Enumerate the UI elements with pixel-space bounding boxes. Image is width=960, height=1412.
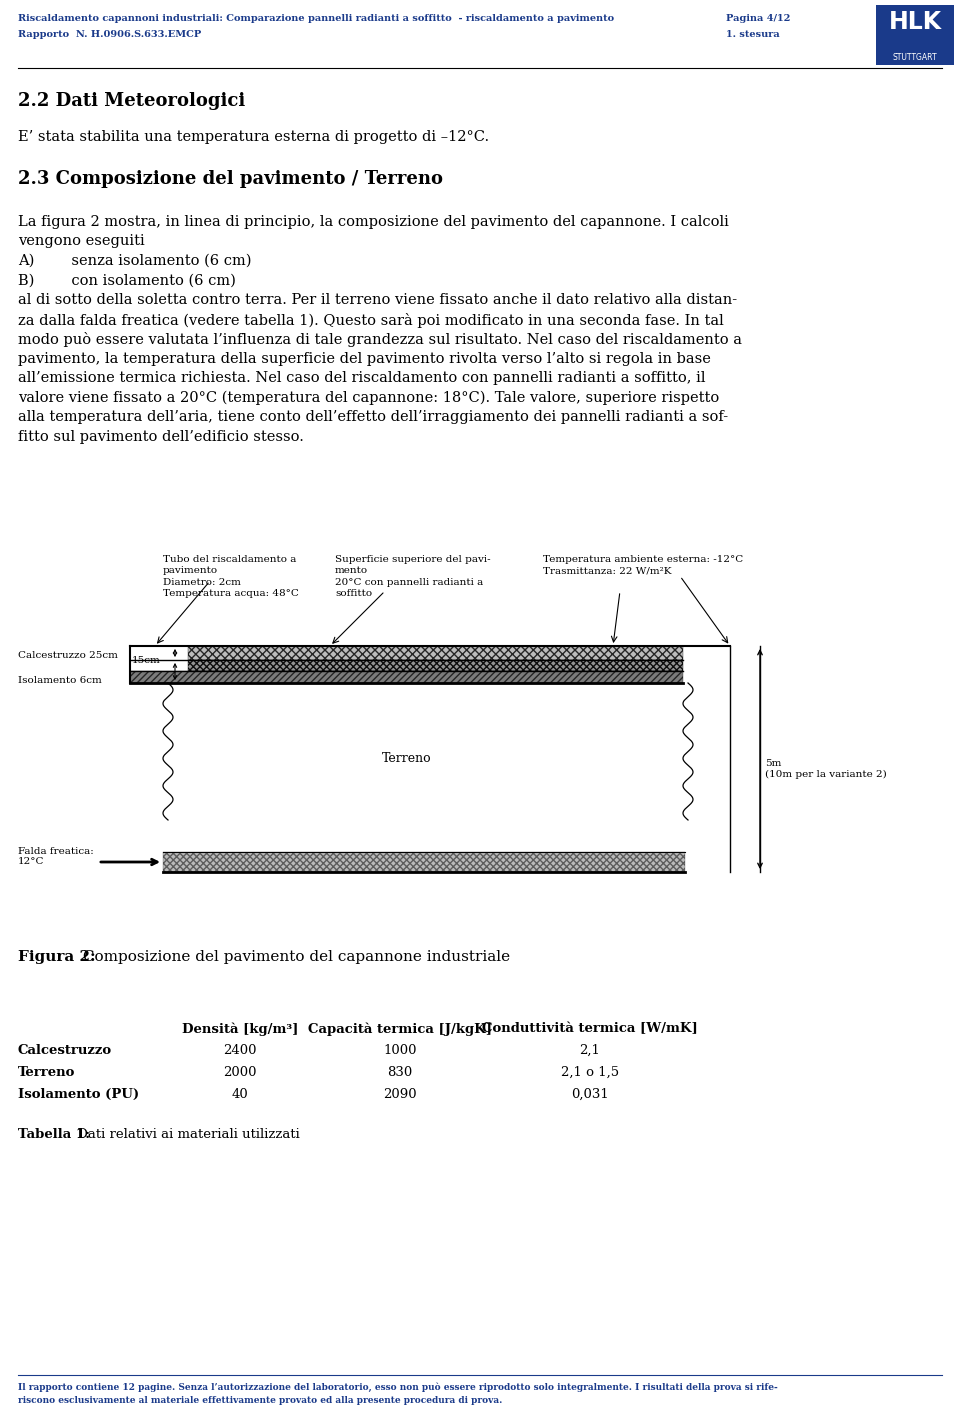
Text: Riscaldamento capannoni industriali: Comparazione pannelli radianti a soffitto  : Riscaldamento capannoni industriali: Com… — [18, 14, 614, 23]
Text: Figura 2:: Figura 2: — [18, 950, 96, 964]
Text: 2400: 2400 — [224, 1043, 256, 1058]
Text: 1. stesura: 1. stesura — [726, 30, 780, 40]
Text: 2,1 o 1,5: 2,1 o 1,5 — [561, 1066, 619, 1079]
Text: vengono eseguiti: vengono eseguiti — [18, 234, 145, 249]
Text: za dalla falda freatica (vedere tabella 1). Questo sarà poi modificato in una se: za dalla falda freatica (vedere tabella … — [18, 312, 724, 328]
Text: alla temperatura dell’aria, tiene conto dell’effetto dell’irraggiamento dei pann: alla temperatura dell’aria, tiene conto … — [18, 409, 728, 424]
Text: modo può essere valutata l’influenza di tale grandezza sul risultato. Nel caso d: modo può essere valutata l’influenza di … — [18, 332, 742, 347]
Text: Pagina 4/12: Pagina 4/12 — [726, 14, 790, 23]
Text: Composizione del pavimento del capannone industriale: Composizione del pavimento del capannone… — [78, 950, 510, 964]
Text: 40: 40 — [231, 1089, 249, 1101]
Text: Temperatura ambiente esterna: -12°C
Trasmittanza: 22 W/m²K: Temperatura ambiente esterna: -12°C Tras… — [543, 555, 743, 576]
Bar — [163, 851, 685, 873]
Text: valore viene fissato a 20°C (temperatura del capannone: 18°C). Tale valore, supe: valore viene fissato a 20°C (temperatura… — [18, 391, 719, 405]
Bar — [188, 647, 683, 659]
Text: Falda freatica:
12°C: Falda freatica: 12°C — [18, 847, 94, 867]
Text: pavimento, la temperatura della superficie del pavimento rivolta verso l’alto si: pavimento, la temperatura della superfic… — [18, 352, 710, 366]
Text: Conduttività termica [W/mK]: Conduttività termica [W/mK] — [482, 1022, 698, 1035]
Text: 2090: 2090 — [383, 1089, 417, 1101]
Text: Tubo del riscaldamento a
pavimento
Diametro: 2cm
Temperatura acqua: 48°C: Tubo del riscaldamento a pavimento Diame… — [163, 555, 299, 599]
Text: HLK: HLK — [888, 10, 942, 34]
Text: 0,031: 0,031 — [571, 1089, 609, 1101]
Text: fitto sul pavimento dell’edificio stesso.: fitto sul pavimento dell’edificio stesso… — [18, 429, 304, 443]
Text: riscono esclusivamente al materiale effettivamente provato ed alla presente proc: riscono esclusivamente al materiale effe… — [18, 1396, 502, 1405]
Text: Il rapporto contiene 12 pagine. Senza l’autorizzazione del laboratorio, esso non: Il rapporto contiene 12 pagine. Senza l’… — [18, 1382, 778, 1391]
Text: Calcestruzzo 25cm: Calcestruzzo 25cm — [18, 651, 118, 659]
Text: Densità [kg/m³]: Densità [kg/m³] — [181, 1022, 299, 1035]
Text: all’emissione termica richiesta. Nel caso del riscaldamento con pannelli radiant: all’emissione termica richiesta. Nel cas… — [18, 371, 706, 385]
Text: 2000: 2000 — [224, 1066, 256, 1079]
Text: STUTTGART: STUTTGART — [893, 54, 937, 62]
Text: 830: 830 — [388, 1066, 413, 1079]
Text: 1000: 1000 — [383, 1043, 417, 1058]
Text: 2,1: 2,1 — [580, 1043, 600, 1058]
Text: 2.2 Dati Meteorologici: 2.2 Dati Meteorologici — [18, 92, 245, 110]
Text: Superficie superiore del pavi-
mento
20°C con pannelli radianti a
soffitto: Superficie superiore del pavi- mento 20°… — [335, 555, 491, 599]
Text: Terreno: Terreno — [18, 1066, 76, 1079]
Text: A)        senza isolamento (6 cm): A) senza isolamento (6 cm) — [18, 254, 252, 268]
Text: Tabella 1:: Tabella 1: — [18, 1128, 90, 1141]
Text: 5m
(10m per la variante 2): 5m (10m per la variante 2) — [765, 760, 887, 779]
Text: E’ stata stabilita una temperatura esterna di progetto di –12°C.: E’ stata stabilita una temperatura ester… — [18, 130, 490, 144]
Text: Capacità termica [J/kgK]: Capacità termica [J/kgK] — [308, 1022, 492, 1035]
Text: Calcestruzzo: Calcestruzzo — [18, 1043, 112, 1058]
Text: Isolamento 6cm: Isolamento 6cm — [18, 676, 102, 685]
Text: 2.3 Composizione del pavimento / Terreno: 2.3 Composizione del pavimento / Terreno — [18, 169, 443, 188]
Bar — [876, 6, 954, 65]
Text: 15cm: 15cm — [132, 657, 160, 665]
Text: Dati relativi ai materiali utilizzati: Dati relativi ai materiali utilizzati — [73, 1128, 300, 1141]
Bar — [188, 659, 683, 671]
Text: B)        con isolamento (6 cm): B) con isolamento (6 cm) — [18, 274, 236, 288]
Text: Isolamento (PU): Isolamento (PU) — [18, 1089, 139, 1101]
Bar — [130, 671, 683, 683]
Text: al di sotto della soletta contro terra. Per il terreno viene fissato anche il da: al di sotto della soletta contro terra. … — [18, 294, 737, 306]
Text: Terreno: Terreno — [382, 753, 431, 765]
Text: La figura 2 mostra, in linea di principio, la composizione del pavimento del cap: La figura 2 mostra, in linea di principi… — [18, 215, 729, 229]
Text: Rapporto  N. H.0906.S.633.EMCP: Rapporto N. H.0906.S.633.EMCP — [18, 30, 202, 40]
